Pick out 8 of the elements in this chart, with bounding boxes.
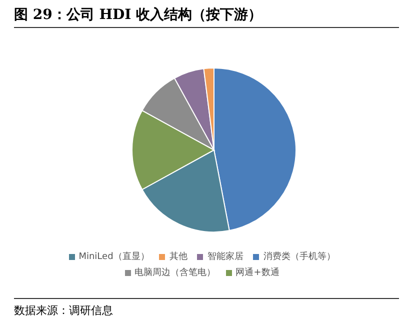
legend-label: 消费类（手机等） [263,252,336,262]
legend-label: MiniLed（直显） [78,252,150,262]
chart-title: 图 29：公司 HDI 收入结构（按下游） [14,6,399,28]
legend-label: 网通+数通 [236,268,280,278]
legend-label: 电脑周边（含笔电） [134,268,216,278]
source-note: 数据来源：调研信息 [14,298,399,318]
legend-label: 其他 [169,252,188,262]
legend-label: 智能家居 [207,252,244,262]
